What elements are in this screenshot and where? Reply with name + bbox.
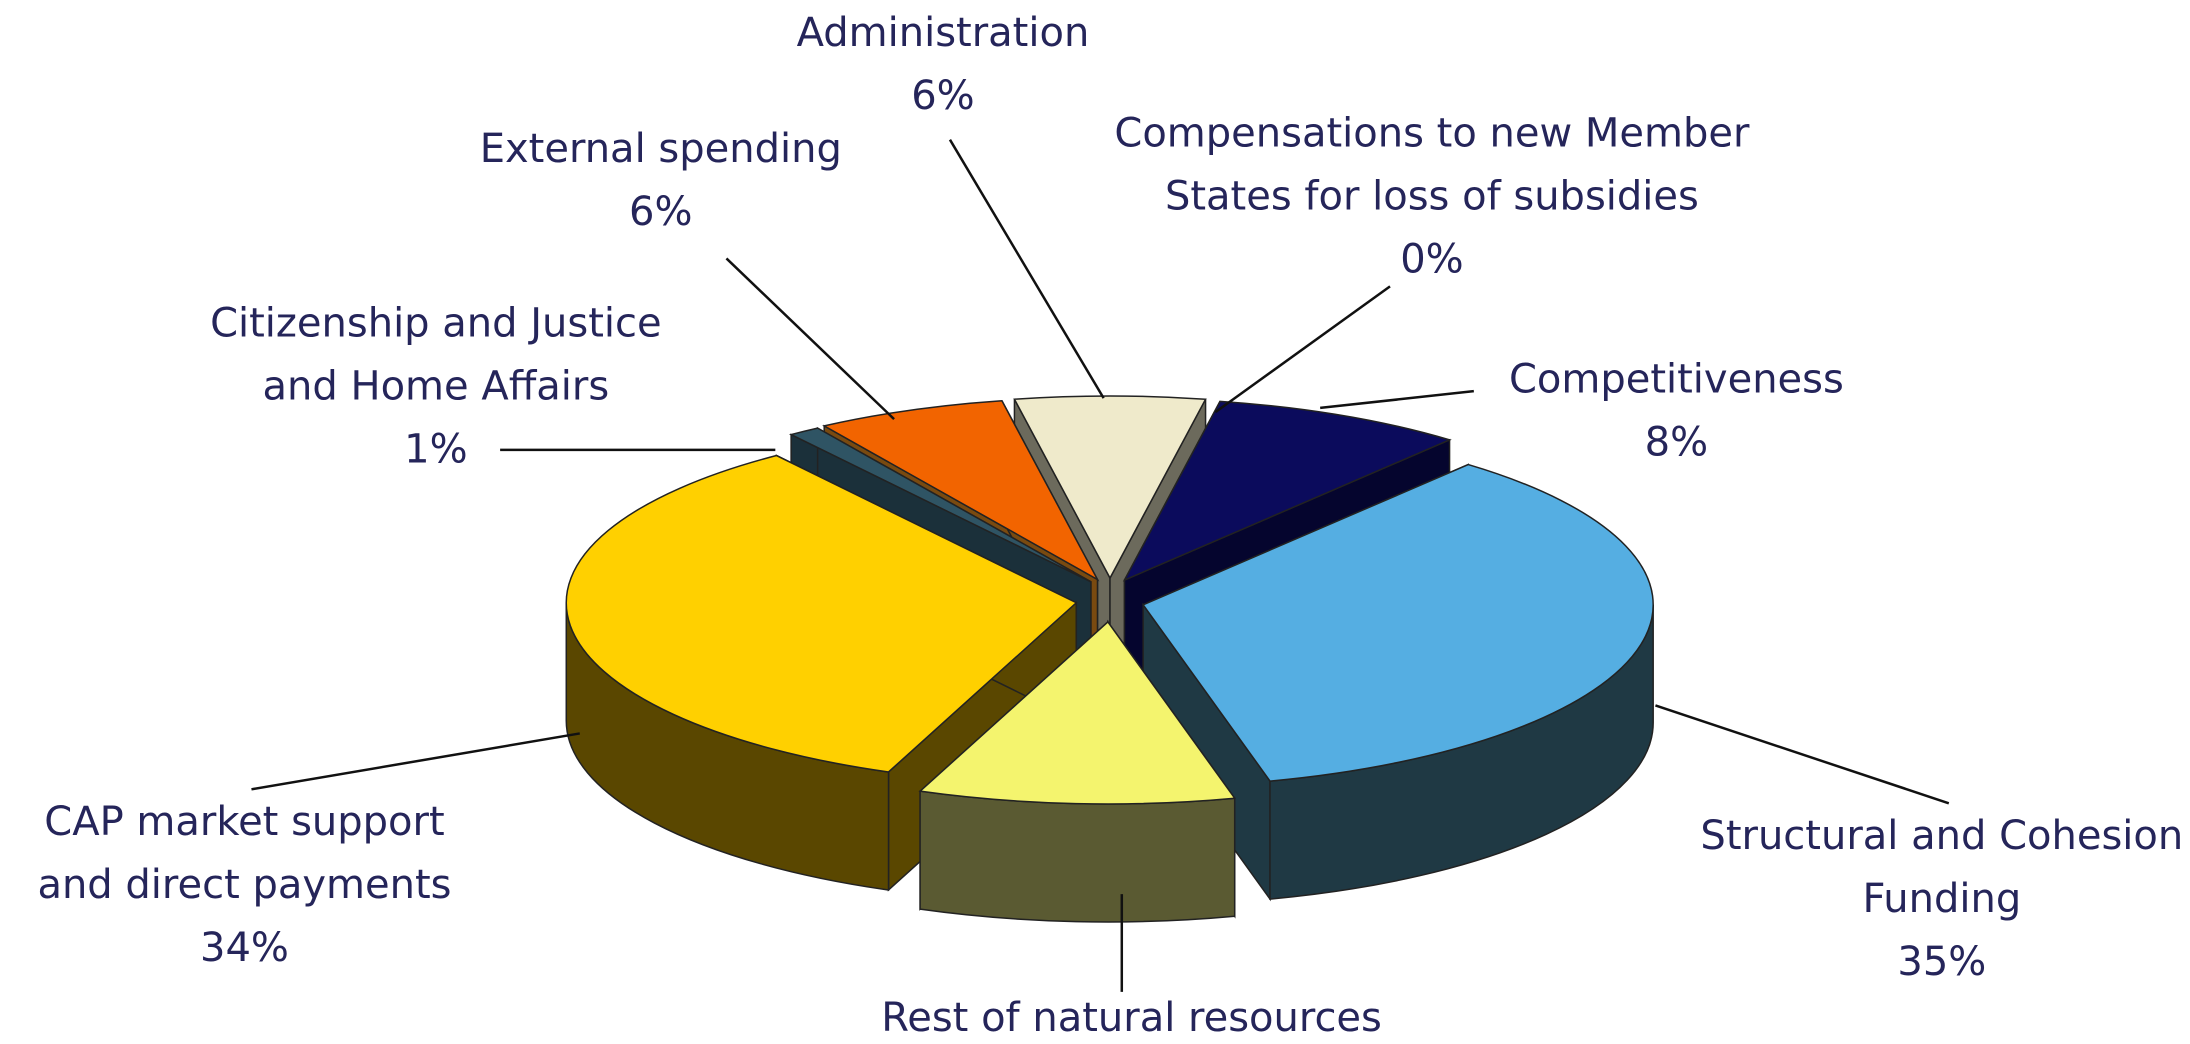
slice-label: and direct payments	[37, 862, 451, 908]
leader-line	[725, 257, 895, 421]
slice-top	[565, 454, 1078, 773]
value-label: 1%	[404, 427, 467, 473]
slice-top	[822, 399, 1100, 582]
slice-wall	[919, 790, 1236, 923]
slice-label: Administration	[797, 10, 1090, 56]
slice-label: Rest of natural resources	[881, 995, 1382, 1041]
slice-label: and Home Affairs	[263, 364, 610, 410]
value-label: 8%	[1645, 419, 1708, 465]
leader-line	[1320, 389, 1474, 410]
slice-label: States for loss of subsidies	[1165, 174, 1699, 220]
leader-line	[251, 732, 580, 791]
slice-top	[918, 620, 1237, 805]
slice-top	[1013, 395, 1207, 580]
slice-label: Structural and Cohesion	[1700, 813, 2183, 859]
value-label: 34%	[200, 925, 289, 971]
leader-line	[948, 139, 1105, 399]
slice-label: Competitiveness	[1509, 356, 1844, 402]
slice-label: Compensations to new Member	[1114, 111, 1750, 157]
value-label: 6%	[629, 189, 692, 235]
value-label: 0%	[1400, 237, 1463, 283]
slice-label: Funding	[1862, 876, 2021, 922]
pie-slice	[1142, 463, 1654, 902]
slice-label: External spending	[480, 126, 842, 172]
value-label: 6%	[911, 73, 974, 119]
pie-slice	[918, 619, 1237, 923]
leader-line	[1655, 704, 1950, 805]
leader-line	[1214, 285, 1391, 414]
value-label: 35%	[1897, 939, 1986, 985]
slice-label: CAP market support	[44, 799, 444, 845]
slice-top	[788, 427, 1092, 583]
slice-top	[1122, 400, 1452, 582]
slice-top	[1142, 463, 1654, 782]
slice-label: Citizenship and Justice	[210, 301, 662, 347]
